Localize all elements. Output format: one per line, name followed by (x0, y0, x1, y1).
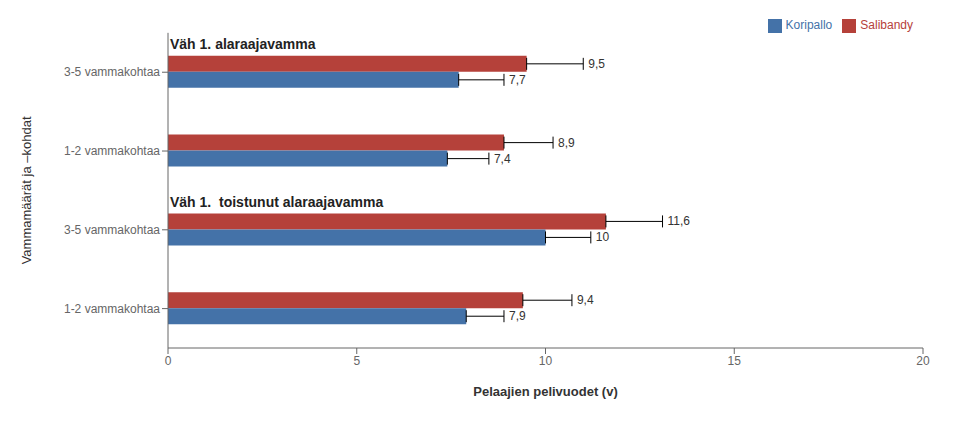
svg-text:3-5 vammakohtaa: 3-5 vammakohtaa (64, 223, 160, 237)
html-text:Salibandy: Salibandy (860, 18, 913, 32)
svg-text:Väh 1. alaraajavamma: Väh 1. alaraajavamma (170, 36, 316, 52)
svg-text:0: 0 (165, 354, 172, 368)
svg-text:11,6: 11,6 (668, 214, 691, 228)
svg-text:7,4: 7,4 (494, 152, 511, 166)
svg-text:Pelaajien pelivuodet (v): Pelaajien pelivuodet (v) (473, 384, 618, 399)
html-text:Koripallo: Koripallo (785, 18, 833, 32)
svg-text:20: 20 (916, 354, 930, 368)
svg-text:1-2 vammakohtaa: 1-2 vammakohtaa (64, 302, 160, 316)
svg-text:1-2 vammakohtaa: 1-2 vammakohtaa (64, 144, 160, 158)
svg-text:7,9: 7,9 (509, 309, 526, 323)
svg-text:5: 5 (353, 354, 360, 368)
svg-text:3-5 vammakohtaa: 3-5 vammakohtaa (64, 65, 160, 79)
svg-text:10: 10 (596, 230, 610, 244)
svg-text:8,9: 8,9 (558, 136, 575, 150)
svg-text:9,5: 9,5 (588, 57, 605, 71)
svg-text:9,4: 9,4 (577, 293, 594, 307)
svg-text:10: 10 (539, 354, 553, 368)
svg-text:Vammamäärät ja –kohdat: Vammamäärät ja –kohdat (19, 116, 34, 264)
svg-text:15: 15 (728, 354, 742, 368)
svg-text:Väh 1. toistunut alaraajavamm: Väh 1. toistunut alaraajavamma (170, 194, 383, 210)
svg-text:7,7: 7,7 (509, 73, 526, 87)
